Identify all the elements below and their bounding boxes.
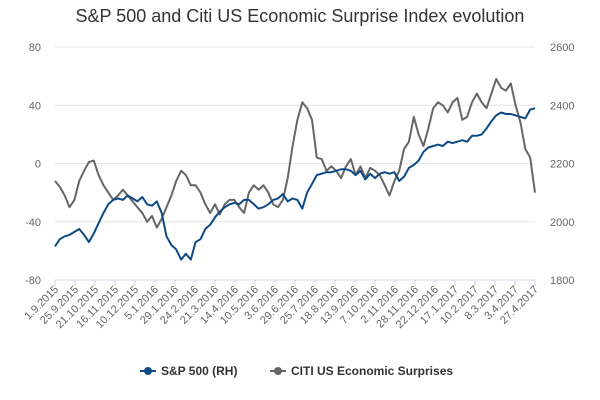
legend-marker-symbol: [274, 367, 282, 375]
series-layer: [54, 78, 536, 261]
series-sp500-line: [54, 107, 536, 261]
y-right-tick-label: 2400: [550, 100, 574, 112]
series-citi-surprise-line: [54, 78, 536, 229]
legend-item-citi-surprise[interactable]: CITI US Economic Surprises: [270, 364, 453, 378]
y-left-tick-label: -40: [25, 217, 41, 229]
legend[interactable]: S&P 500 (RH) CITI US Economic Surprises: [140, 364, 453, 378]
y-left-tick-label: 0: [35, 159, 41, 171]
legend-item-sp500[interactable]: S&P 500 (RH): [140, 364, 237, 378]
y-left-tick-label: 80: [29, 42, 41, 54]
y-right-tick-label: 1800: [550, 275, 574, 287]
gridlines: [55, 46, 535, 281]
y-right-tick-label: 2000: [550, 217, 574, 229]
y-right-tick-label: 2200: [550, 159, 574, 171]
legend-label: CITI US Economic Surprises: [291, 364, 453, 378]
chart-title: S&P 500 and Citi US Economic Surprise In…: [75, 6, 525, 26]
y-left-tick-label: 40: [29, 100, 41, 112]
legend-marker-symbol: [144, 367, 152, 375]
y-right-tick-label: 2600: [550, 42, 574, 54]
legend-label: S&P 500 (RH): [161, 364, 237, 378]
y-left-tick-label: -80: [25, 275, 41, 287]
